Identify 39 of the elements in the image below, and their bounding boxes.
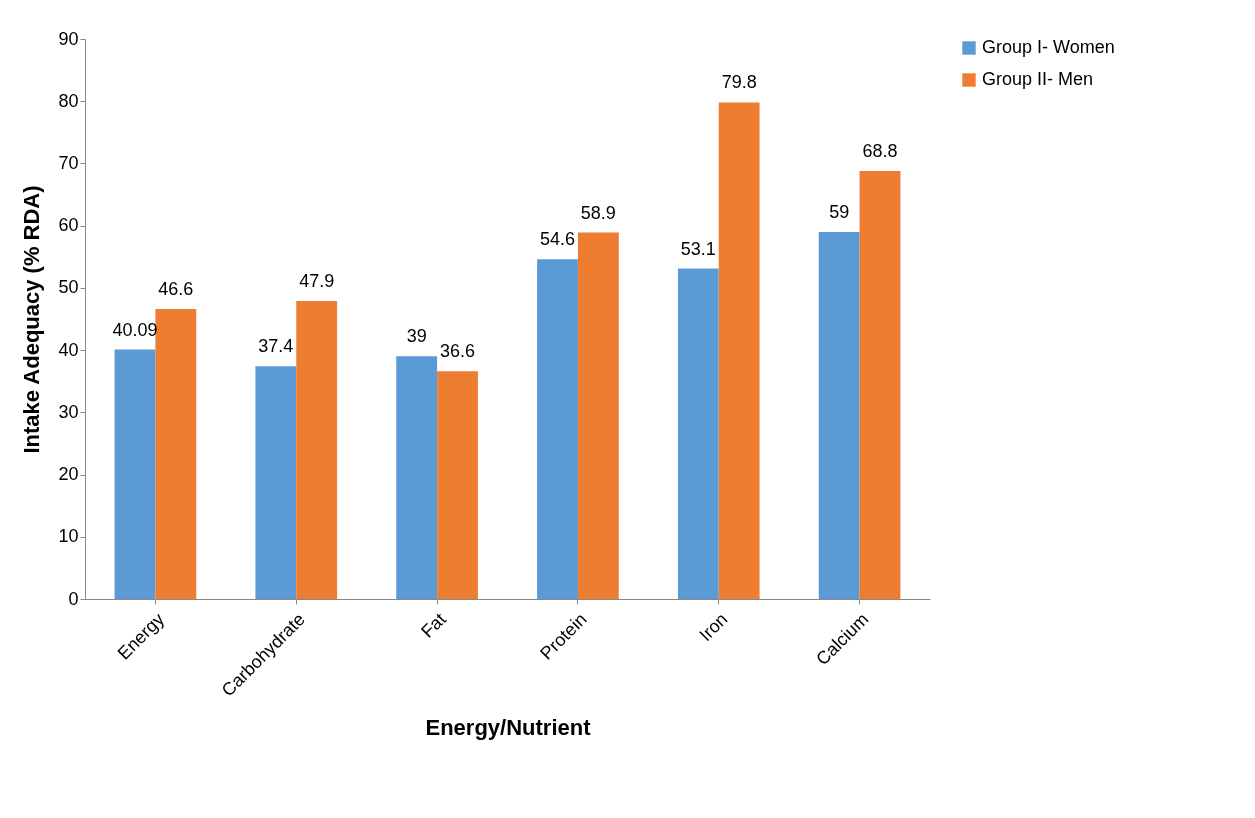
data-label: 47.9 xyxy=(299,270,335,291)
legend-label: Group I- Women xyxy=(982,37,1115,57)
bar xyxy=(577,232,619,599)
data-label: 53.1 xyxy=(680,238,716,259)
y-tick-label: 10 xyxy=(58,526,79,547)
data-label: 79.8 xyxy=(721,72,757,93)
legend-label: Group II- Men xyxy=(982,69,1094,89)
y-tick-label: 70 xyxy=(58,152,79,173)
bar xyxy=(296,300,338,599)
y-tick-label: 60 xyxy=(58,215,79,236)
data-label: 68.8 xyxy=(862,140,898,161)
bar xyxy=(677,268,719,599)
bar xyxy=(114,349,156,599)
y-tick-label: 80 xyxy=(58,90,79,111)
data-label: 37.4 xyxy=(258,336,294,357)
y-tick-label: 0 xyxy=(68,588,79,609)
y-tick-label: 50 xyxy=(58,277,79,298)
y-tick-label: 40 xyxy=(58,339,79,360)
bar xyxy=(437,371,478,599)
bar xyxy=(718,102,760,599)
data-label: 59 xyxy=(829,201,850,222)
x-tick-label: Iron xyxy=(695,609,732,646)
x-axis-title: Energy/Nutrient xyxy=(425,715,592,741)
data-label: 54.6 xyxy=(539,229,576,250)
bar xyxy=(396,356,438,599)
bar xyxy=(155,309,197,599)
y-tick-label: 90 xyxy=(58,28,79,49)
data-label: 46.6 xyxy=(158,279,194,300)
y-axis-title: Intake Adequacy (% RDA) xyxy=(19,185,45,454)
y-tick-label: 30 xyxy=(58,401,79,422)
bar xyxy=(255,366,297,599)
data-label: 36.6 xyxy=(439,341,476,362)
y-tick-label: 20 xyxy=(58,464,79,485)
data-label: 58.9 xyxy=(580,202,616,223)
bar xyxy=(818,231,860,599)
bar xyxy=(537,259,578,599)
data-label: 39 xyxy=(406,326,427,347)
x-tick-label: Fat xyxy=(417,609,450,642)
bar xyxy=(859,170,901,599)
